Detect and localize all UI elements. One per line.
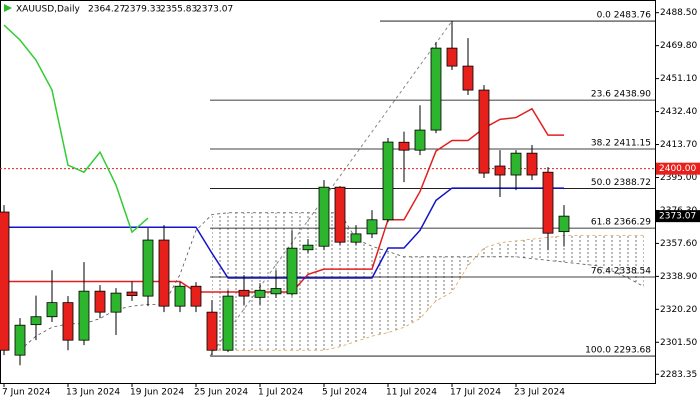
candle-body xyxy=(382,141,394,221)
candle-body xyxy=(398,141,410,151)
candle-body xyxy=(526,152,538,176)
indicator-line xyxy=(3,24,149,234)
candle-body xyxy=(238,289,250,297)
fib-label: 61.8 2366.29 xyxy=(591,218,651,228)
y-tick-label: 2357.60 xyxy=(660,239,697,249)
y-tick-label: 2469.80 xyxy=(660,41,697,51)
fib-label: 76.4 2338.54 xyxy=(591,267,651,277)
x-tick-label: 1 Jul 2024 xyxy=(258,388,303,398)
last-price-box xyxy=(656,210,700,223)
price-line-label: 2400.00 xyxy=(659,164,696,174)
candle-body xyxy=(478,89,490,174)
candle-body xyxy=(510,152,522,176)
fib-label: 100.0 2293.68 xyxy=(585,346,651,356)
candle-body xyxy=(302,244,314,251)
candle-body xyxy=(174,285,186,307)
candle-body xyxy=(462,65,474,91)
x-tick-label: 17 Jul 2024 xyxy=(450,388,501,398)
candle-body xyxy=(126,291,138,296)
candle-body xyxy=(430,47,442,131)
indicator-line xyxy=(4,187,564,279)
x-tick-label: 25 Jun 2024 xyxy=(194,388,248,398)
y-tick-label: 2338.90 xyxy=(660,272,697,282)
candle-body xyxy=(94,290,106,313)
candle-body xyxy=(558,215,570,233)
candle-body xyxy=(14,324,26,356)
y-tick-label: 2413.70 xyxy=(660,140,697,150)
candle-body xyxy=(78,290,90,341)
candle-body xyxy=(254,289,266,298)
fib-label: 0.0 2483.76 xyxy=(597,11,652,21)
cloud xyxy=(212,212,644,351)
candle-body xyxy=(30,316,42,326)
candle-body xyxy=(318,186,330,247)
candle-body xyxy=(62,302,74,341)
candle-body xyxy=(334,186,346,243)
indicator-line xyxy=(4,107,564,293)
candle-body xyxy=(446,47,458,67)
ohlc-close: 2373.07 xyxy=(196,5,233,15)
candle-body xyxy=(110,292,122,313)
y-tick-label: 2451.10 xyxy=(660,74,697,84)
fib-label: 50.0 2388.72 xyxy=(591,178,651,188)
candle-body xyxy=(190,285,202,307)
y-tick-label: 2432.40 xyxy=(660,107,697,117)
symbol-icon xyxy=(4,4,12,12)
y-tick-label: 2320.20 xyxy=(660,305,697,315)
candle-body xyxy=(350,233,362,243)
candle-body xyxy=(270,288,282,295)
x-tick-label: 7 Jun 2024 xyxy=(2,388,51,398)
y-tick-label: 2395.00 xyxy=(660,173,697,183)
chart-title: XAUUSD,Daily xyxy=(16,5,80,15)
price-line-box xyxy=(656,162,700,175)
last-price-label: 2373.07 xyxy=(659,212,696,222)
candle-body xyxy=(494,165,506,176)
candle-body xyxy=(286,247,298,295)
candle-body xyxy=(542,171,554,234)
candle-body xyxy=(158,239,170,307)
indicator-line xyxy=(212,235,644,351)
ohlc-high: 2379.33 xyxy=(124,5,161,15)
ohlc-open: 2364.27 xyxy=(88,5,125,15)
x-tick-label: 11 Jul 2024 xyxy=(386,388,437,398)
y-tick-label: 2283.35 xyxy=(660,370,697,380)
candle-body xyxy=(142,239,154,297)
fib-label: 23.6 2438.90 xyxy=(591,90,651,100)
candle-body xyxy=(414,129,426,151)
indicator-line xyxy=(19,212,645,351)
fib-trendline xyxy=(209,20,453,357)
x-tick-label: 23 Jul 2024 xyxy=(514,388,565,398)
y-tick-label: 2488.50 xyxy=(660,8,697,18)
candle-body xyxy=(222,295,234,351)
y-tick-label: 2301.50 xyxy=(660,338,697,348)
ohlc-low: 2355.83 xyxy=(160,5,197,15)
candle-body xyxy=(206,311,218,351)
candle-body xyxy=(366,219,378,235)
x-tick-label: 5 Jul 2024 xyxy=(322,388,367,398)
x-tick-label: 19 Jun 2024 xyxy=(130,388,184,398)
fib-label: 38.2 2411.15 xyxy=(591,139,651,149)
candle-body xyxy=(0,211,10,351)
x-tick-label: 13 Jun 2024 xyxy=(66,388,120,398)
candle-body xyxy=(46,302,58,318)
